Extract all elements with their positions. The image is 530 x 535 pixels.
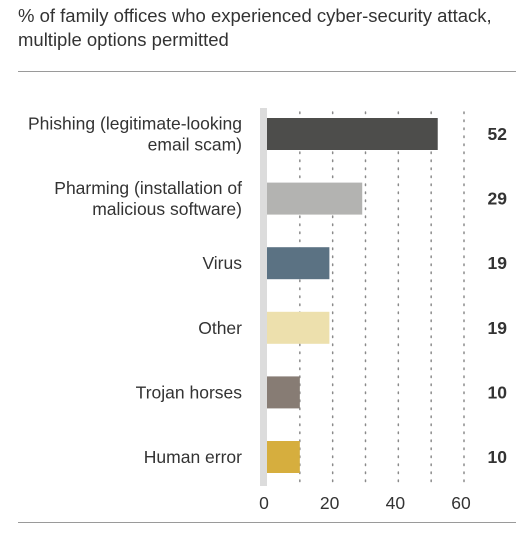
x-tick-label: 20: [320, 493, 340, 513]
chart-title-line-2: multiple options permitted: [18, 29, 229, 50]
bar: [267, 311, 330, 344]
bar: [267, 182, 363, 215]
category-label: email scam): [148, 135, 242, 155]
value-label: 52: [488, 124, 508, 144]
value-label: 19: [488, 253, 508, 273]
category-label: Other: [198, 318, 242, 338]
category-label: Pharming (installation of: [54, 178, 242, 198]
chart-title-line-1: % of family offices who experienced cybe…: [18, 5, 492, 26]
x-tick-label: 0: [259, 493, 269, 513]
value-label: 10: [488, 382, 508, 402]
gridlines: [299, 111, 465, 485]
category-label: Virus: [202, 253, 242, 273]
x-axis-ticks: 0 20 40 60: [259, 493, 471, 513]
category-label: malicious software): [92, 199, 242, 219]
category-label: Human error: [144, 447, 242, 467]
bars: [267, 118, 438, 473]
bar: [267, 118, 438, 150]
category-label: Trojan horses: [136, 382, 243, 402]
chart-title: % of family offices who experienced cybe…: [18, 4, 523, 52]
bottom-divider: [18, 522, 516, 523]
x-tick-label: 40: [386, 493, 406, 513]
top-divider: [18, 71, 516, 72]
baseline-band: [260, 108, 267, 486]
x-tick-label: 60: [451, 493, 471, 513]
value-labels: 52 29 19 19 10 10: [488, 124, 508, 467]
category-label: Phishing (legitimate-looking: [28, 114, 242, 134]
bar: [267, 376, 300, 409]
value-label: 19: [488, 318, 508, 338]
bar: [267, 441, 300, 473]
value-label: 10: [488, 447, 508, 467]
value-label: 29: [488, 189, 508, 209]
bar: [267, 247, 330, 280]
